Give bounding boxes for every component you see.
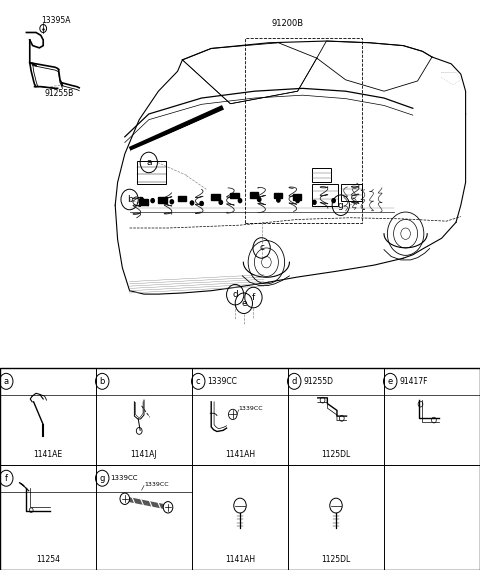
Text: a: a xyxy=(146,158,152,167)
Text: e: e xyxy=(241,299,247,308)
Circle shape xyxy=(296,198,300,202)
Text: f: f xyxy=(5,474,8,483)
Bar xyxy=(274,193,282,198)
Circle shape xyxy=(170,200,174,203)
Text: 1125DL: 1125DL xyxy=(322,555,350,564)
Circle shape xyxy=(151,198,155,202)
Bar xyxy=(139,200,148,205)
Bar xyxy=(211,194,220,199)
Text: 1339CC: 1339CC xyxy=(144,482,168,487)
Circle shape xyxy=(332,198,335,202)
Text: 1141AE: 1141AE xyxy=(34,450,62,459)
Text: 91200B: 91200B xyxy=(271,19,303,29)
Circle shape xyxy=(140,198,143,202)
Text: 1141AH: 1141AH xyxy=(225,450,255,459)
Bar xyxy=(293,194,301,199)
Bar xyxy=(230,193,239,198)
Polygon shape xyxy=(442,73,460,84)
Bar xyxy=(0,368,480,570)
Text: b: b xyxy=(127,195,132,204)
Text: c: c xyxy=(259,243,264,253)
Circle shape xyxy=(276,198,280,202)
Text: d: d xyxy=(232,290,238,299)
Text: 1339CC: 1339CC xyxy=(207,377,237,386)
Text: 1339CC: 1339CC xyxy=(110,475,138,481)
Bar xyxy=(312,184,338,206)
Text: a: a xyxy=(4,377,9,386)
Text: 91255B: 91255B xyxy=(44,89,73,98)
Bar xyxy=(250,192,258,198)
Text: f: f xyxy=(252,293,255,302)
Text: 1141AH: 1141AH xyxy=(225,555,255,564)
Text: c: c xyxy=(196,377,201,386)
Circle shape xyxy=(190,201,194,205)
Bar xyxy=(312,168,331,182)
Circle shape xyxy=(163,502,173,513)
Circle shape xyxy=(258,198,261,202)
Text: d: d xyxy=(291,377,297,386)
Bar xyxy=(341,184,362,201)
Circle shape xyxy=(238,198,242,202)
Circle shape xyxy=(120,493,130,504)
Text: 1339CC: 1339CC xyxy=(239,406,263,411)
Circle shape xyxy=(219,200,223,204)
Circle shape xyxy=(313,200,316,204)
Text: g: g xyxy=(338,201,344,210)
Text: e: e xyxy=(388,377,393,386)
Bar xyxy=(137,161,166,184)
Bar xyxy=(158,197,167,203)
Text: 91417F: 91417F xyxy=(399,377,428,386)
Text: 91255D: 91255D xyxy=(303,377,333,386)
Text: b: b xyxy=(99,377,105,386)
Text: g: g xyxy=(99,474,105,483)
Circle shape xyxy=(200,202,204,206)
Text: 1125DL: 1125DL xyxy=(322,450,350,459)
Bar xyxy=(245,38,362,223)
Text: 13395A: 13395A xyxy=(41,15,70,25)
Text: 1141AJ: 1141AJ xyxy=(131,450,157,459)
Bar xyxy=(178,196,186,201)
Text: 11254: 11254 xyxy=(36,555,60,564)
